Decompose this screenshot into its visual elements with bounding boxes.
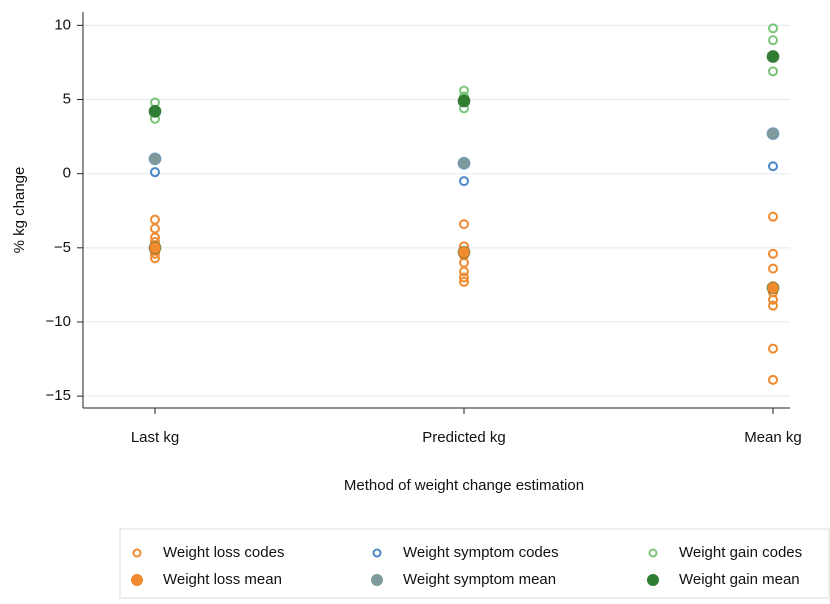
legend-marker [132,548,142,558]
mean-point [766,49,780,63]
point [768,248,778,259]
mean-point [457,156,471,170]
x-axis-label: Method of weight change estimation [344,477,584,494]
legend-label: Weight gain mean [679,571,800,588]
point [768,211,778,222]
mean-point [148,152,162,166]
legend-box [119,528,830,599]
legend-marker [372,548,382,558]
point [459,266,469,277]
point [768,23,778,34]
point [768,343,778,354]
mean-point [457,94,471,108]
point [768,300,778,311]
point [768,35,778,46]
legend-label: Weight symptom codes [403,544,559,561]
point [768,161,778,172]
y-axis-label: % kg change [11,167,28,254]
point [150,167,160,178]
mean-point [148,104,162,118]
x-tick-label: Mean kg [744,429,802,446]
legend-marker [371,574,383,586]
legend-label: Weight loss mean [163,571,282,588]
point [768,66,778,77]
point [459,276,469,287]
point [768,263,778,274]
point [459,219,469,230]
x-tick-label: Predicted kg [422,429,505,446]
y-tick-label: 0 [63,165,71,182]
mean-point [457,245,471,259]
point [150,214,160,225]
legend-marker [131,574,143,586]
y-tick-label: −5 [54,239,71,256]
y-tick-label: 5 [63,90,71,107]
y-tick-label: −15 [46,387,71,404]
point [768,294,778,305]
point [150,223,160,234]
point [459,176,469,187]
y-tick-label: 10 [54,16,71,33]
legend-label: Weight gain codes [679,544,802,561]
point [459,272,469,283]
mean-point [148,241,162,255]
mean-point [766,127,780,141]
point [768,374,778,385]
legend-marker [647,574,659,586]
legend-label: Weight loss codes [163,544,284,561]
legend-label: Weight symptom mean [403,571,556,588]
legend-marker [648,548,658,558]
x-tick-label: Last kg [131,429,179,446]
y-tick-label: −10 [46,313,71,330]
mean-point [766,281,780,295]
